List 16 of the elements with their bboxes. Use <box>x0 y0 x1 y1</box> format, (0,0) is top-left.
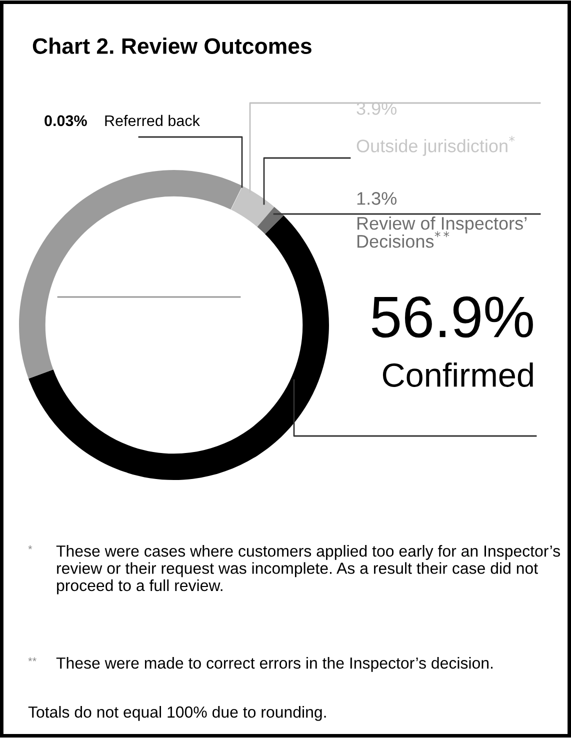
slice-label: Confirmed <box>382 362 533 387</box>
slice-label: Review of Inspectors’ Decisions$^{**}$ <box>357 216 526 248</box>
text: ** These were made to correct errors in the Inspector’s decision. <box>28 657 493 672</box>
text: * These were cases where customers applied too early for an Inspector’s review or their request was incomplete. As a result their case did not proceed to a full review. <box>28 545 560 594</box>
slice-label: Outside jurisdiction$^{*}$ <box>356 136 515 156</box>
donut-slice <box>230 186 243 210</box>
donut-slice <box>19 170 242 379</box>
data-label: 1.3% <box>357 192 397 205</box>
data-label: 0.03% <box>44 115 87 126</box>
donut-slice <box>257 206 284 234</box>
data-label: 56.9% <box>372 296 533 338</box>
donut-slice <box>28 215 329 480</box>
chart-title: Chart 2. Review Outcomes <box>32 38 312 54</box>
slice-label: Referred back <box>105 114 200 126</box>
text: Totals do not equal 100% due to rounding. <box>28 706 326 721</box>
data-label: 3.9% <box>356 102 397 115</box>
